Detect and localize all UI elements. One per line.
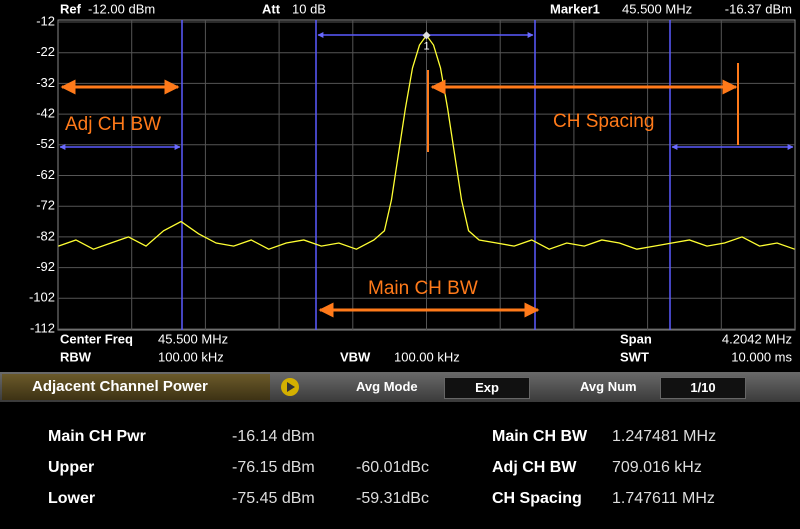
footer-label: SWT xyxy=(620,349,649,364)
avg-mode-field[interactable]: Exp xyxy=(444,377,530,399)
marker-point xyxy=(422,31,431,40)
annotation: CH Spacing xyxy=(553,111,654,132)
y-tick-label: -72 xyxy=(36,198,55,213)
header-value: 10 dB xyxy=(292,1,326,16)
result-label: Adj CH BW xyxy=(492,459,577,476)
result-value: -75.45 dBm xyxy=(232,490,315,507)
y-tick-label: -22 xyxy=(36,44,55,59)
toolbar: Adjacent Channel Power Avg Mode Exp Avg … xyxy=(0,372,800,402)
avg-num-field[interactable]: 1/10 xyxy=(660,377,746,399)
footer-label: VBW xyxy=(340,349,371,364)
result-value: -60.01dBc xyxy=(356,459,429,476)
result-value: -16.14 dBm xyxy=(232,428,315,445)
header-value: 45.500 MHz xyxy=(622,1,692,16)
footer-label: Center Freq xyxy=(60,331,133,346)
header-value: -12.00 dBm xyxy=(88,1,155,16)
result-label: Main CH BW xyxy=(492,428,588,445)
result-label: Main CH Pwr xyxy=(48,428,146,445)
annotation: Adj CH BW xyxy=(65,114,161,135)
y-tick-label: -112 xyxy=(30,320,55,335)
mode-title[interactable]: Adjacent Channel Power xyxy=(2,374,270,400)
header-label: Att xyxy=(262,1,281,16)
footer-label: RBW xyxy=(60,349,92,364)
y-tick-label: -92 xyxy=(36,259,55,274)
y-tick-label: -102 xyxy=(29,290,55,305)
footer-value: 45.500 MHz xyxy=(158,331,228,346)
footer-value: 4.2042 MHz xyxy=(722,331,792,346)
y-tick-label: -62 xyxy=(36,167,55,182)
header-label: Ref xyxy=(60,1,82,16)
y-tick-label: -52 xyxy=(36,136,55,151)
header-value: -16.37 dBm xyxy=(725,1,792,16)
marker-label: 1 xyxy=(423,40,429,52)
y-tick-label: -32 xyxy=(36,75,55,90)
annotation: Main CH BW xyxy=(368,278,478,299)
footer-label: Span xyxy=(620,331,652,346)
results-panel: Main CH Pwr -16.14 dBm Main CH BW 1.247481 … xyxy=(0,402,800,529)
result-label: Upper xyxy=(48,459,95,476)
avg-num-label: Avg Num xyxy=(580,379,637,394)
y-tick-label: -42 xyxy=(36,106,55,121)
footer-value: 100.00 kHz xyxy=(394,349,460,364)
result-value: 709.016 kHz xyxy=(612,459,702,476)
footer-value: 100.00 kHz xyxy=(158,349,224,364)
result-value: -59.31dBc xyxy=(356,490,429,507)
header-label: Marker1 xyxy=(550,1,600,16)
run-button[interactable] xyxy=(280,377,300,397)
spectrum-display: Adj CH BW CH Spacing Main CH BW Ref -12.… xyxy=(29,1,796,364)
result-value: 1.747611 MHz xyxy=(612,490,715,507)
result-value: -76.15 dBm xyxy=(232,459,315,476)
y-tick-label: -82 xyxy=(36,228,55,243)
result-label: CH Spacing xyxy=(492,490,582,507)
annotation-arrows xyxy=(60,63,739,318)
footer-value: 10.000 ms xyxy=(731,349,792,364)
y-tick-label: -12 xyxy=(36,13,55,28)
avg-mode-label: Avg Mode xyxy=(356,379,418,394)
result-label: Lower xyxy=(48,490,96,507)
result-value: 1.247481 MHz xyxy=(612,428,717,445)
